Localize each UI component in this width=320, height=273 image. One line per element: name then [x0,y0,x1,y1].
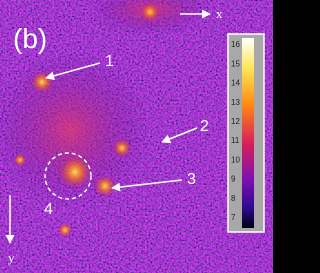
arrow-3 [111,179,183,192]
colorbar-tick-label: 9 [231,175,236,184]
colorbar-gradient [242,38,254,228]
colorbar-tick-label: 10 [231,155,240,164]
colorbar-tick-label: 16 [231,40,240,49]
arrow-1 [45,62,101,81]
dashed-circle [44,152,92,200]
colorbar-tick-label: 12 [231,117,240,126]
x-axis-label: x [216,6,223,21]
colorbar-tick-label: 8 [231,194,236,203]
colorbar-tick-label: 14 [231,79,240,88]
panel-label: (b) [13,23,47,54]
colorbar: 16 15 14 13 12 11 10 9 8 7 [227,33,265,233]
y-axis-label: y [8,250,15,265]
colorbar-tick-label: 13 [231,98,240,107]
annotation: 2 [200,118,209,135]
colorbar-tick-label: 15 [231,59,240,68]
hot-spots [0,0,210,238]
colorbar-tick-label: 11 [231,136,240,145]
figure: (b) x y 1 2 3 4 16 15 14 13 12 11 10 9 8 7 [0,0,273,273]
annotation: 1 [105,53,114,70]
arrow-2 [161,127,198,144]
colorbar-tick-label: 7 [231,213,236,222]
annotation: 3 [187,171,196,188]
annotation: 4 [44,201,53,218]
